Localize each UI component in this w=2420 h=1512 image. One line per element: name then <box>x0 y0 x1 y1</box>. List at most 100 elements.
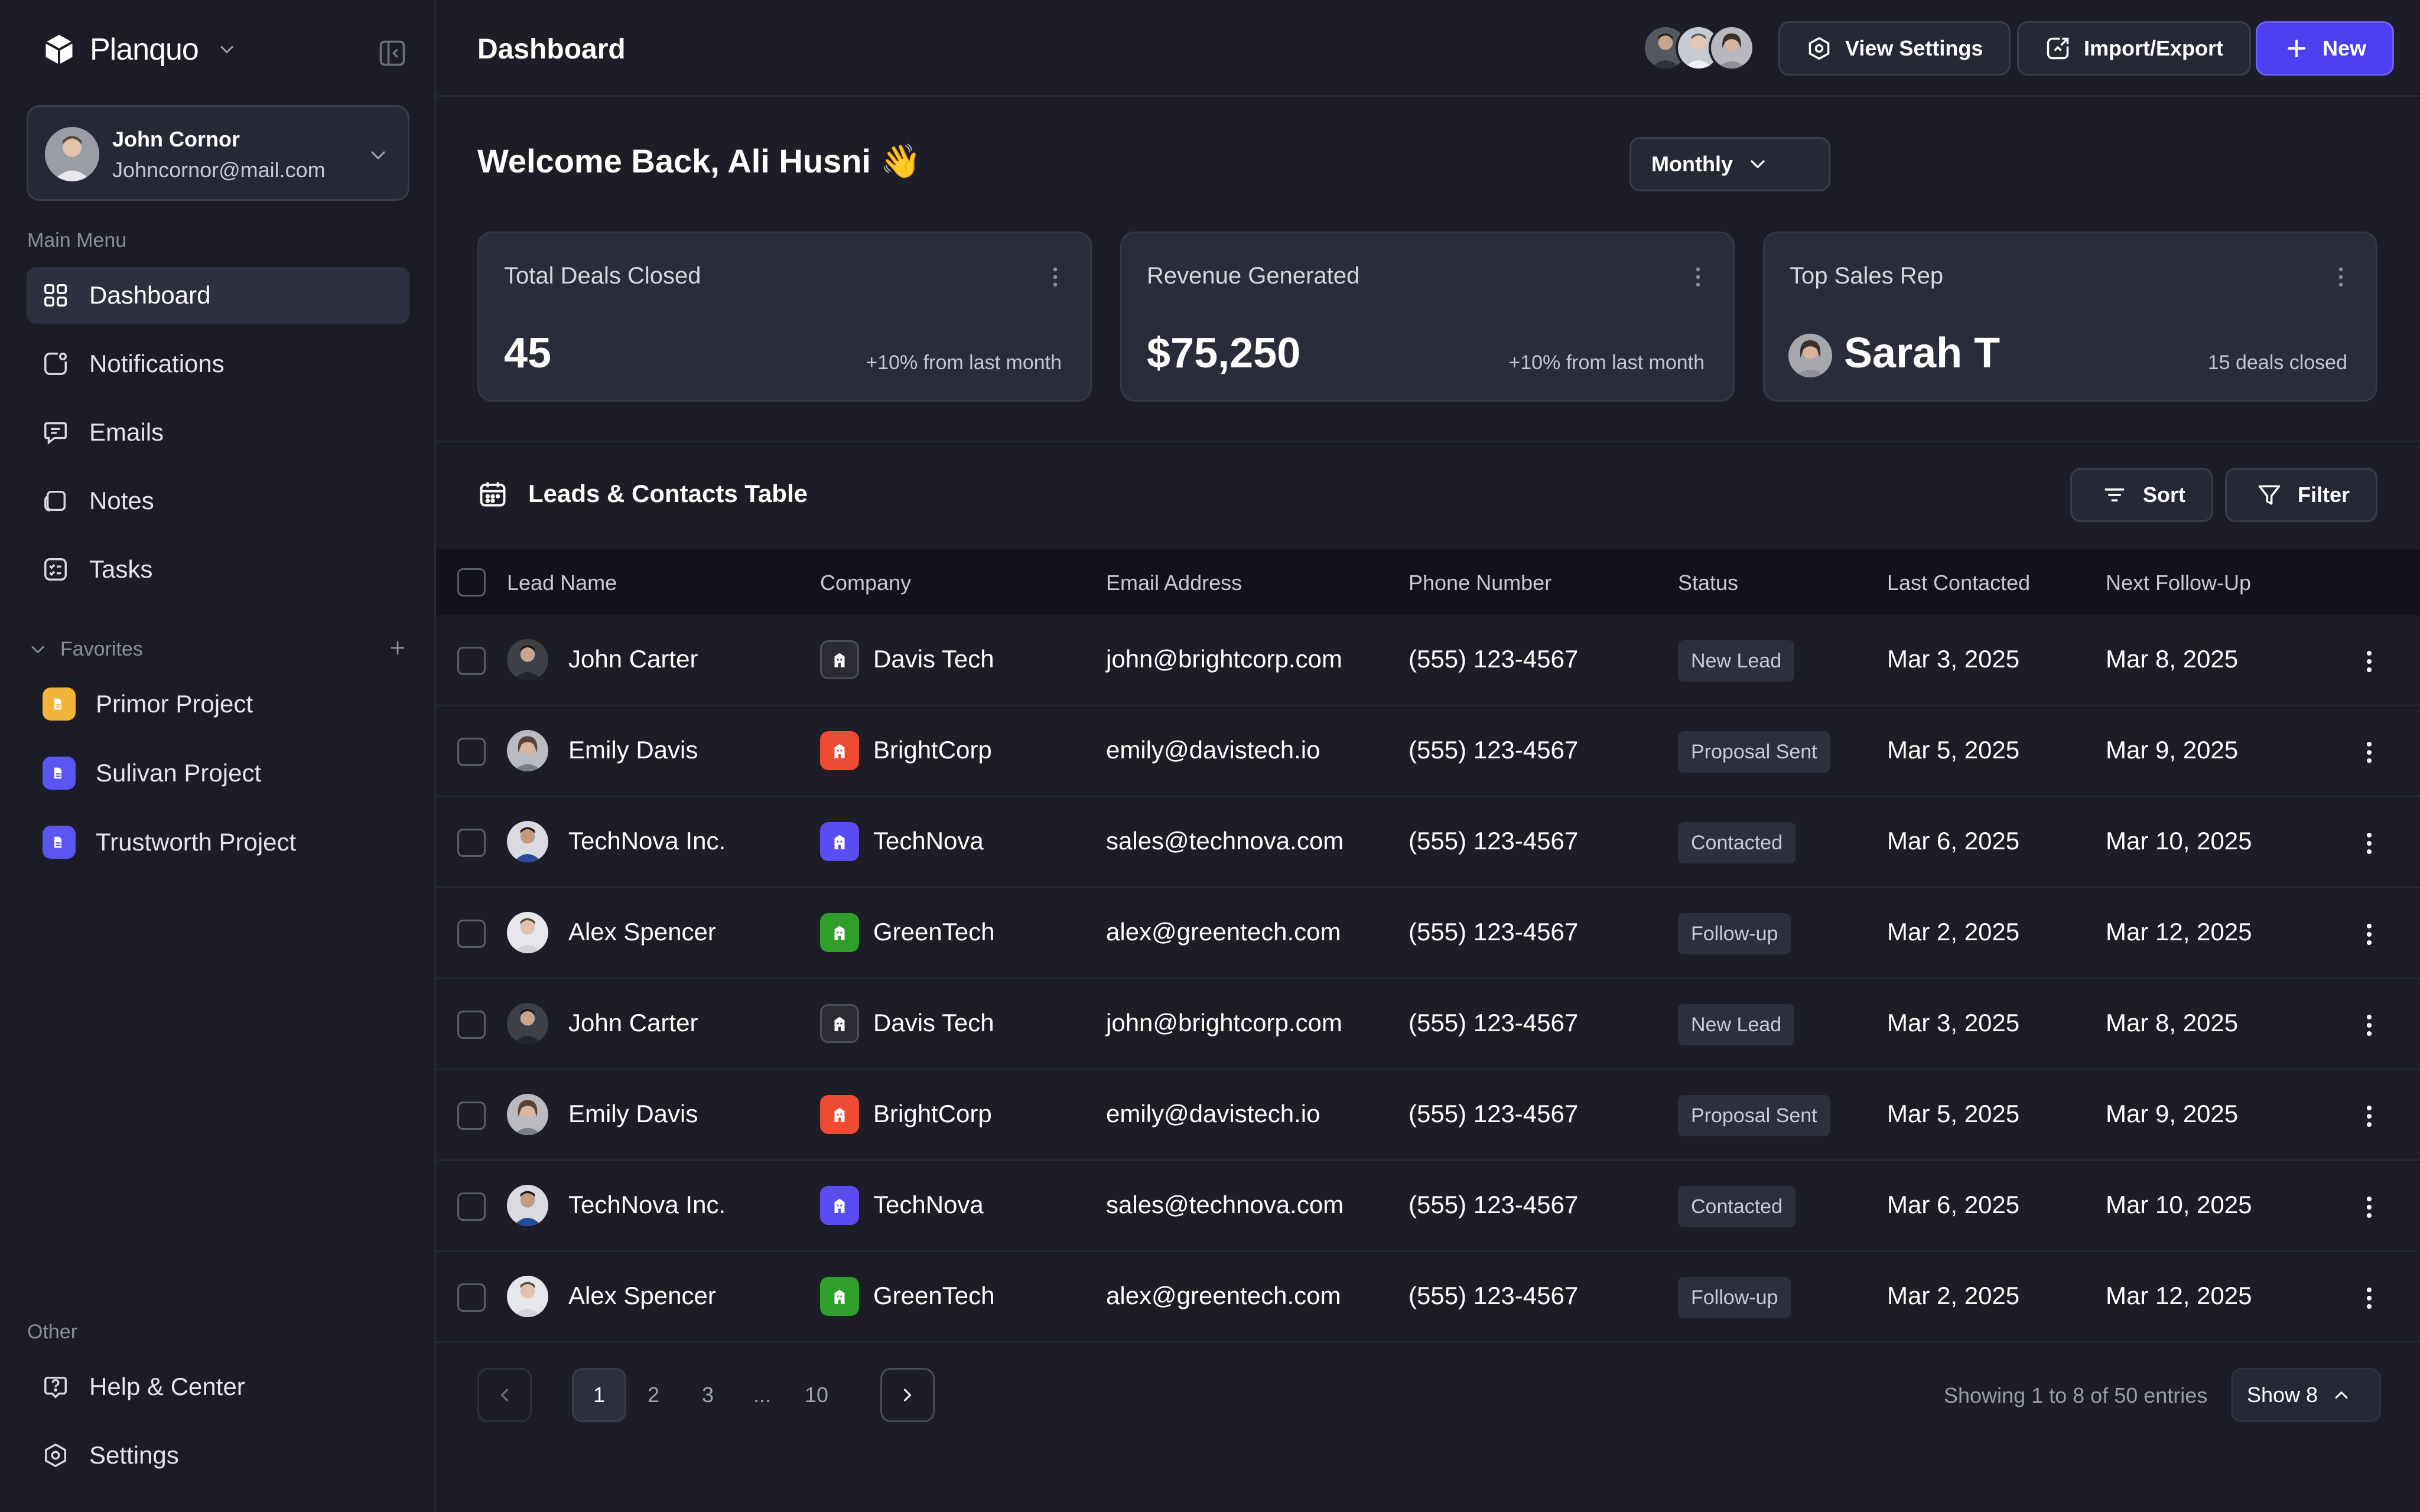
lead-name[interactable]: TechNova Inc. <box>568 827 726 855</box>
column-header-phone[interactable]: Phone Number <box>1409 571 1552 595</box>
lead-name[interactable]: Emily Davis <box>568 736 698 764</box>
more-vertical-icon[interactable] <box>1688 264 1708 290</box>
table-title: Leads & Contacts Table <box>528 480 808 507</box>
more-vertical-icon[interactable] <box>2357 1284 2381 1312</box>
row-checkbox[interactable] <box>457 1102 486 1130</box>
table-row[interactable]: TechNova Inc. TechNova sales@technova.com (… <box>436 1161 2420 1252</box>
more-vertical-icon[interactable] <box>2357 1193 2381 1221</box>
more-vertical-icon[interactable] <box>2357 1011 2381 1040</box>
more-vertical-icon[interactable] <box>2357 920 2381 949</box>
favorite-project-primor[interactable]: Primor Project <box>43 686 253 722</box>
view-settings-button[interactable]: View Settings <box>1778 21 2011 76</box>
row-checkbox[interactable] <box>457 920 486 948</box>
column-header-status[interactable]: Status <box>1678 571 1739 595</box>
email-address[interactable]: sales@technova.com <box>1106 1191 1344 1218</box>
page-button-10[interactable]: 10 <box>804 1383 829 1407</box>
sort-button[interactable]: Sort <box>2070 468 2213 522</box>
add-favorite-icon[interactable] <box>388 638 408 658</box>
last-contacted: Mar 2, 2025 <box>1887 1282 2020 1309</box>
favorites-header[interactable]: Favorites <box>27 638 410 661</box>
lead-name[interactable]: John Carter <box>568 645 698 673</box>
page-button-1[interactable]: 1 <box>572 1368 626 1422</box>
select-all-checkbox[interactable] <box>457 568 486 597</box>
sidebar-item-settings[interactable]: Settings <box>27 1427 409 1484</box>
more-vertical-icon[interactable] <box>1045 264 1065 290</box>
company-name: BrightCorp <box>873 1100 992 1128</box>
email-address[interactable]: john@brightcorp.com <box>1106 645 1342 673</box>
table-row[interactable]: Emily Davis BrightCorp emily@davistech.io (… <box>436 1070 2420 1161</box>
table-row[interactable]: Alex Spencer GreenTech alex@greentech.com (… <box>436 888 2420 979</box>
row-checkbox[interactable] <box>457 1192 486 1221</box>
period-select[interactable]: Monthly <box>1629 137 1830 191</box>
table-row[interactable]: John Carter Davis Tech john@brightcorp.com… <box>436 615 2420 706</box>
more-vertical-icon[interactable] <box>2357 1102 2381 1130</box>
page-size-value: Show 8 <box>2247 1383 2318 1407</box>
user-account-switcher[interactable]: John Cornor Johncornor@mail.com <box>27 105 409 201</box>
next-follow-up: Mar 12, 2025 <box>2106 1282 2252 1309</box>
sidebar-item-label: Notifications <box>89 350 225 377</box>
lead-name[interactable]: Alex Spencer <box>568 918 716 946</box>
more-vertical-icon[interactable] <box>2357 738 2381 767</box>
sidebar-item-tasks[interactable]: Tasks <box>27 541 409 598</box>
last-contacted: Mar 5, 2025 <box>1887 736 2020 764</box>
lead-name[interactable]: Emily Davis <box>568 1100 698 1128</box>
page-button-2[interactable]: 2 <box>647 1383 660 1407</box>
column-header-email[interactable]: Email Address <box>1106 571 1242 595</box>
chevron-down-icon <box>31 646 44 653</box>
view-settings-label: View Settings <box>1845 36 1983 60</box>
row-checkbox[interactable] <box>457 1283 486 1312</box>
lead-name[interactable]: John Carter <box>568 1009 698 1037</box>
sidebar-item-emails[interactable]: Emails <box>27 404 409 461</box>
table-row[interactable]: John Carter Davis Tech john@brightcorp.com… <box>436 979 2420 1070</box>
row-checkbox[interactable] <box>457 1011 486 1039</box>
sidebar-item-label: Dashboard <box>89 281 211 309</box>
table-row[interactable]: Emily Davis BrightCorp emily@davistech.io (… <box>436 706 2420 797</box>
lead-name[interactable]: Alex Spencer <box>568 1282 716 1309</box>
row-checkbox[interactable] <box>457 829 486 857</box>
notes-icon <box>44 490 66 512</box>
sidebar-item-help-center[interactable]: Help & Center <box>27 1358 409 1415</box>
favorite-project-sulivan[interactable]: Sulivan Project <box>43 755 261 791</box>
new-button[interactable]: New <box>2256 21 2395 76</box>
email-address[interactable]: emily@davistech.io <box>1106 1100 1320 1128</box>
email-address[interactable]: sales@technova.com <box>1106 827 1344 855</box>
lead-name[interactable]: TechNova Inc. <box>568 1191 726 1218</box>
column-header-last-contacted[interactable]: Last Contacted <box>1887 571 2031 595</box>
collaborator-avatars[interactable] <box>1642 25 1755 71</box>
email-address[interactable]: alex@greentech.com <box>1106 1282 1341 1309</box>
more-vertical-icon[interactable] <box>2357 829 2381 858</box>
table-row[interactable]: Alex Spencer GreenTech alex@greentech.com (… <box>436 1252 2420 1343</box>
row-checkbox[interactable] <box>457 738 486 766</box>
email-address[interactable]: emily@davistech.io <box>1106 736 1320 764</box>
import-export-button[interactable]: Import/Export <box>2017 21 2252 76</box>
status-badge: Follow-up <box>1678 913 1791 954</box>
email-address[interactable]: alex@greentech.com <box>1106 918 1341 946</box>
brand-name: Planquo <box>90 32 199 67</box>
column-header-company[interactable]: Company <box>820 571 912 595</box>
page-size-select[interactable]: Show 8 <box>2231 1368 2381 1422</box>
other-label: Other <box>27 1321 78 1343</box>
filter-button[interactable]: Filter <box>2225 468 2378 522</box>
prev-page-button[interactable] <box>477 1368 532 1422</box>
row-checkbox[interactable] <box>457 647 486 675</box>
status-badge: Proposal Sent <box>1678 731 1830 773</box>
brand-switcher[interactable]: Planquo <box>41 32 238 67</box>
next-page-button[interactable] <box>880 1368 935 1422</box>
more-vertical-icon[interactable] <box>2331 264 2351 290</box>
stat-label: Revenue Generated <box>1147 263 1360 289</box>
column-header-next-follow-up[interactable]: Next Follow-Up <box>2106 571 2252 595</box>
more-vertical-icon[interactable] <box>2357 647 2381 676</box>
collapse-sidebar-icon[interactable] <box>377 38 408 69</box>
favorite-project-trustworth[interactable]: Trustworth Project <box>43 825 296 860</box>
import-export-icon <box>2047 37 2069 60</box>
sidebar-item-dashboard[interactable]: Dashboard <box>27 267 409 324</box>
sidebar-item-notes[interactable]: Notes <box>27 472 409 529</box>
page-button-3[interactable]: 3 <box>701 1383 714 1407</box>
email-address[interactable]: john@brightcorp.com <box>1106 1009 1342 1037</box>
column-header-lead-name[interactable]: Lead Name <box>507 571 617 595</box>
avatar <box>507 1094 548 1135</box>
main-menu-label: Main Menu <box>27 229 127 252</box>
status-badge: Contacted <box>1678 822 1796 863</box>
table-row[interactable]: TechNova Inc. TechNova sales@technova.com (… <box>436 797 2420 888</box>
sidebar-item-notifications[interactable]: Notifications <box>27 335 409 392</box>
